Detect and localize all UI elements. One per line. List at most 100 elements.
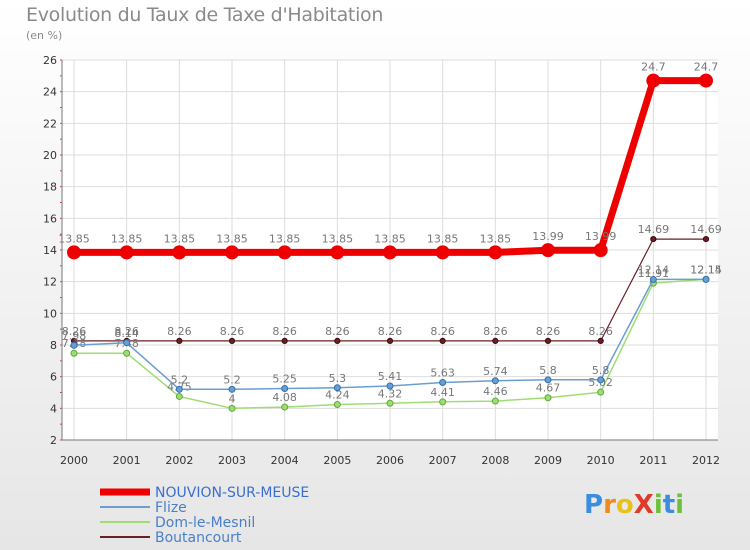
data-label-0: 13.85 bbox=[480, 232, 512, 245]
data-label-0: 24.7 bbox=[641, 61, 666, 74]
data-label-2: 4.46 bbox=[483, 385, 508, 398]
data-point-0 bbox=[383, 245, 397, 260]
data-point-0 bbox=[330, 245, 345, 260]
y-tick-label: 10 bbox=[43, 307, 57, 320]
x-tick-label: 2000 bbox=[60, 454, 88, 467]
data-point-3 bbox=[176, 337, 183, 344]
data-point-2 bbox=[544, 394, 552, 402]
x-tick-label: 2012 bbox=[692, 454, 720, 467]
x-tick-label: 2007 bbox=[429, 454, 457, 467]
data-label-1: 5.63 bbox=[430, 367, 455, 380]
data-point-1 bbox=[70, 341, 78, 349]
data-point-2 bbox=[597, 388, 605, 396]
data-label-0: 13.85 bbox=[269, 232, 301, 245]
logo-letter: P bbox=[584, 490, 604, 520]
data-point-3 bbox=[228, 337, 236, 344]
data-label-1: 5.41 bbox=[378, 370, 403, 383]
data-label-1: 5.3 bbox=[329, 372, 347, 385]
x-tick-label: 2004 bbox=[271, 454, 299, 467]
data-label-0: 13.85 bbox=[374, 232, 406, 245]
data-label-3: 8.26 bbox=[62, 325, 87, 338]
y-tick-label: 14 bbox=[43, 244, 57, 257]
logo-letter: X bbox=[633, 490, 654, 520]
y-tick-label: 18 bbox=[43, 181, 57, 194]
data-point-1 bbox=[597, 376, 605, 384]
data-point-0 bbox=[435, 245, 450, 260]
proxiti-logo: ProXiti bbox=[584, 490, 684, 520]
data-label-3: 8.26 bbox=[378, 325, 403, 338]
data-label-1: 5.74 bbox=[483, 365, 508, 378]
data-label-0: 24.7 bbox=[694, 61, 719, 74]
y-tick-label: 24 bbox=[43, 86, 57, 99]
data-label-1: 5.2 bbox=[223, 373, 241, 386]
chart-subtitle: (en %) bbox=[26, 29, 63, 42]
data-label-1: 7.98 bbox=[62, 329, 87, 342]
data-label-3: 8.26 bbox=[536, 325, 561, 338]
y-tick-label: 8 bbox=[50, 339, 57, 352]
legend-label-1: Flize bbox=[155, 500, 187, 516]
data-label-3: 8.26 bbox=[272, 325, 297, 338]
chart-title: Evolution du Taux de Taxe d'Habitation bbox=[26, 4, 384, 26]
x-tick-label: 2005 bbox=[323, 454, 351, 467]
data-point-0 bbox=[699, 73, 713, 88]
data-label-3: 8.26 bbox=[430, 325, 455, 338]
data-label-3: 8.26 bbox=[588, 325, 613, 338]
data-label-2: 12.15 bbox=[690, 263, 722, 276]
data-point-2 bbox=[439, 398, 447, 406]
data-label-3: 8.26 bbox=[114, 325, 139, 338]
y-tick-label: 20 bbox=[43, 149, 57, 162]
data-label-3: 14.69 bbox=[638, 223, 670, 236]
data-label-0: 13.85 bbox=[164, 232, 196, 245]
logo-letter: t bbox=[662, 490, 676, 520]
data-point-1 bbox=[123, 339, 131, 347]
x-tick-label: 2002 bbox=[165, 454, 193, 467]
data-point-3 bbox=[386, 337, 394, 344]
data-label-1: 5.2 bbox=[171, 373, 189, 386]
data-point-1 bbox=[544, 376, 552, 384]
data-point-0 bbox=[541, 243, 555, 258]
data-label-0: 13.85 bbox=[111, 232, 143, 245]
x-tick-label: 2001 bbox=[113, 454, 141, 467]
data-label-0: 13.99 bbox=[532, 230, 564, 243]
data-point-2 bbox=[333, 401, 341, 409]
data-point-3 bbox=[650, 235, 657, 243]
y-tick-label: 2 bbox=[50, 434, 57, 447]
data-label-1: 5.25 bbox=[272, 373, 297, 386]
x-tick-label: 2011 bbox=[639, 454, 667, 467]
y-tick-label: 16 bbox=[43, 212, 57, 225]
x-tick-label: 2008 bbox=[481, 454, 509, 467]
data-point-3 bbox=[439, 337, 446, 344]
data-point-3 bbox=[334, 337, 341, 344]
data-point-0 bbox=[593, 243, 608, 258]
data-point-2 bbox=[123, 349, 131, 357]
logo-letter: i bbox=[675, 490, 685, 520]
data-point-3 bbox=[702, 235, 710, 243]
y-tick-label: 12 bbox=[43, 276, 57, 289]
data-point-2 bbox=[491, 397, 499, 405]
data-label-0: 13.85 bbox=[322, 232, 354, 245]
data-label-1: 12.14 bbox=[638, 263, 670, 276]
data-point-2 bbox=[281, 403, 289, 411]
data-point-3 bbox=[281, 337, 288, 344]
data-label-1: 5.8 bbox=[539, 364, 557, 377]
logo-letter: o bbox=[615, 490, 634, 520]
data-label-0: 13.99 bbox=[585, 230, 617, 243]
data-point-1 bbox=[649, 275, 657, 283]
data-label-2: 4.24 bbox=[325, 389, 350, 402]
legend-label-2: Dom-le-Mesnil bbox=[155, 515, 255, 531]
data-point-2 bbox=[386, 399, 394, 407]
data-label-2: 4 bbox=[229, 392, 236, 405]
data-label-0: 13.85 bbox=[216, 232, 248, 245]
data-label-2: 4.08 bbox=[272, 391, 297, 404]
legend-label-0: NOUVION-SUR-MEUSE bbox=[155, 485, 309, 501]
x-tick-label: 2006 bbox=[376, 454, 404, 467]
data-point-2 bbox=[228, 404, 236, 412]
data-label-3: 8.26 bbox=[325, 325, 350, 338]
x-tick-label: 2003 bbox=[218, 454, 246, 467]
x-tick-label: 2010 bbox=[587, 454, 615, 467]
logo-letter: r bbox=[603, 490, 616, 520]
data-point-1 bbox=[333, 384, 341, 392]
data-point-3 bbox=[597, 337, 604, 344]
